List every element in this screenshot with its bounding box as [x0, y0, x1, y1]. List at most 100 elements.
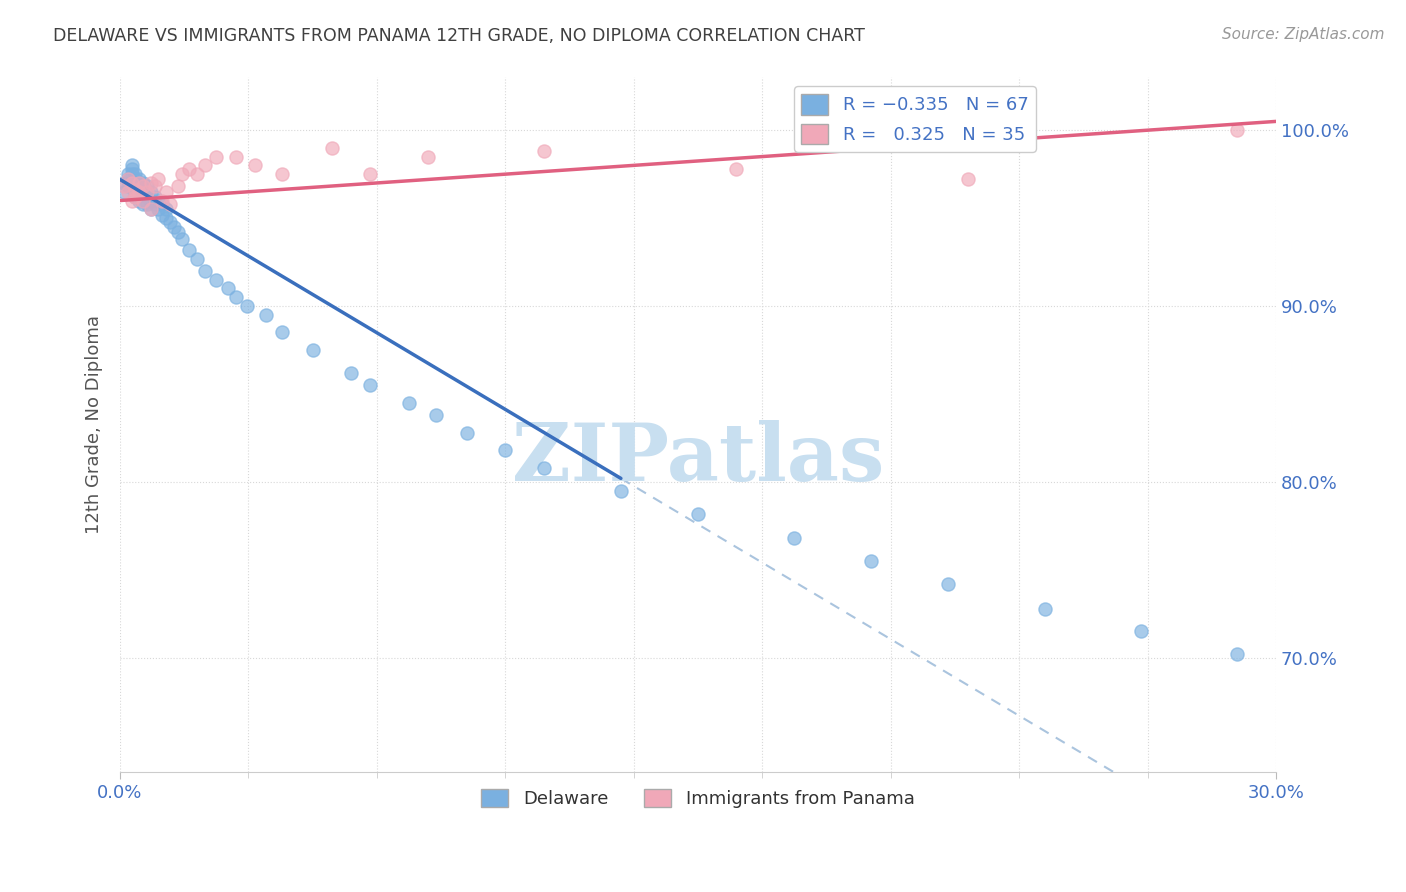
Point [166, 225, 188, 239]
Point [170, 232, 193, 246]
Point [425, 408, 447, 422]
Legend: Delaware, Immigrants from Panama: Delaware, Immigrants from Panama [474, 781, 922, 815]
Point [456, 425, 478, 440]
Point [217, 281, 239, 295]
Point [148, 194, 170, 208]
Point [132, 188, 155, 202]
Point [112, 185, 135, 199]
Point [1226, 123, 1249, 137]
Point [124, 172, 146, 186]
Point [254, 308, 277, 322]
Point [225, 150, 247, 164]
Point [139, 202, 162, 217]
Point [121, 176, 143, 190]
Point [143, 197, 166, 211]
Point [117, 167, 139, 181]
Point [194, 264, 217, 278]
Point [117, 172, 139, 186]
Point [124, 185, 146, 199]
Point [128, 188, 150, 202]
Point [225, 290, 247, 304]
Point [301, 343, 323, 357]
Point [150, 197, 173, 211]
Point [159, 197, 181, 211]
Point [398, 396, 420, 410]
Point [132, 194, 155, 208]
Point [155, 211, 177, 226]
Point [136, 197, 159, 211]
Y-axis label: 12th Grade, No Diploma: 12th Grade, No Diploma [86, 315, 103, 534]
Point [163, 219, 186, 234]
Point [783, 531, 806, 545]
Point [117, 179, 139, 194]
Point [186, 167, 208, 181]
Point [124, 190, 146, 204]
Point [132, 179, 155, 194]
Point [155, 185, 177, 199]
Point [132, 197, 155, 211]
Point [128, 194, 150, 208]
Point [112, 176, 135, 190]
Point [143, 179, 166, 194]
Point [124, 167, 146, 181]
Point [128, 181, 150, 195]
Point [686, 507, 709, 521]
Point [124, 179, 146, 194]
Point [321, 141, 343, 155]
Point [243, 158, 266, 172]
Text: Source: ZipAtlas.com: Source: ZipAtlas.com [1222, 27, 1385, 42]
Point [128, 176, 150, 190]
Point [359, 167, 381, 181]
Point [143, 190, 166, 204]
Point [121, 176, 143, 190]
Point [139, 194, 162, 208]
Point [136, 185, 159, 199]
Point [112, 179, 135, 194]
Point [148, 172, 170, 186]
Point [150, 194, 173, 208]
Point [121, 158, 143, 172]
Point [166, 179, 188, 194]
Point [124, 190, 146, 204]
Point [418, 150, 440, 164]
Point [194, 158, 217, 172]
Point [270, 167, 292, 181]
Point [956, 172, 979, 186]
Point [150, 208, 173, 222]
Point [139, 202, 162, 217]
Point [128, 185, 150, 199]
Point [117, 172, 139, 186]
Point [139, 185, 162, 199]
Point [179, 161, 201, 176]
Point [938, 577, 960, 591]
Point [121, 161, 143, 176]
Point [610, 483, 633, 498]
Point [139, 176, 162, 190]
Point [1033, 601, 1056, 615]
Point [136, 190, 159, 204]
Point [155, 202, 177, 217]
Point [533, 460, 555, 475]
Point [205, 273, 228, 287]
Point [270, 326, 292, 340]
Point [359, 378, 381, 392]
Point [121, 167, 143, 181]
Point [1130, 624, 1153, 639]
Point [117, 185, 139, 199]
Point [132, 181, 155, 195]
Point [136, 185, 159, 199]
Point [136, 179, 159, 194]
Point [1226, 647, 1249, 661]
Point [205, 150, 228, 164]
Text: ZIPatlas: ZIPatlas [512, 420, 884, 499]
Point [725, 161, 748, 176]
Point [236, 299, 259, 313]
Point [179, 243, 201, 257]
Point [186, 252, 208, 266]
Point [170, 167, 193, 181]
Point [132, 176, 155, 190]
Point [128, 176, 150, 190]
Text: DELAWARE VS IMMIGRANTS FROM PANAMA 12TH GRADE, NO DIPLOMA CORRELATION CHART: DELAWARE VS IMMIGRANTS FROM PANAMA 12TH … [53, 27, 865, 45]
Point [860, 554, 883, 568]
Point [124, 183, 146, 197]
